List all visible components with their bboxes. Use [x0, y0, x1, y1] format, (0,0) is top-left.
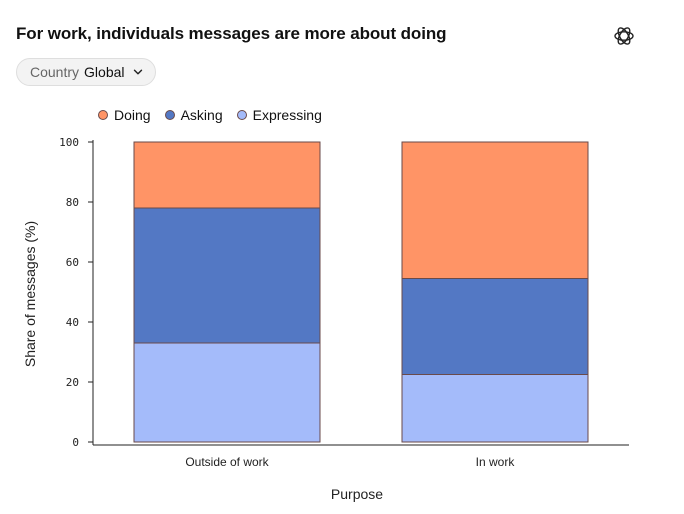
legend-label: Doing [114, 107, 151, 123]
bar-asking-outside-of-work [133, 207, 321, 344]
legend-item-doing: Doing [98, 107, 151, 123]
legend-swatch-doing [98, 110, 108, 120]
x-tick-label: In work [476, 455, 516, 469]
openai-logo-icon [614, 27, 634, 45]
legend-item-expressing: Expressing [236, 107, 322, 123]
legend-label: Expressing [252, 107, 322, 123]
y-axis-title: Share of messages (%) [22, 221, 38, 367]
bar-doing-outside-of-work [133, 141, 321, 209]
y-tick-label: 100 [59, 136, 79, 149]
chart-legend: Doing Asking Expressing [98, 107, 322, 123]
y-tick-label: 60 [66, 256, 79, 269]
y-tick-label: 40 [66, 316, 79, 329]
bar-expressing-in-work [401, 374, 589, 443]
chart-title: For work, individuals messages are more … [16, 24, 447, 43]
legend-swatch-asking [164, 110, 175, 120]
country-filter-label: Country [30, 64, 80, 80]
y-tick-label: 80 [66, 196, 79, 209]
country-filter-dropdown[interactable]: Country Global [16, 58, 156, 86]
bar-expressing-outside-of-work [133, 342, 321, 443]
x-tick-label: Outside of work [185, 455, 269, 469]
country-filter-value: Global [84, 64, 125, 80]
legend-label: Asking [180, 107, 223, 123]
bar-doing-in-work [401, 141, 589, 279]
legend-item-asking: Asking [164, 107, 223, 123]
legend-swatch-expressing [236, 110, 247, 120]
chevron-down-icon [133, 69, 142, 75]
y-tick-label: 20 [66, 376, 79, 389]
y-tick-label: 0 [72, 436, 79, 449]
bar-asking-in-work [401, 278, 589, 375]
x-axis-title: Purpose [331, 486, 383, 502]
